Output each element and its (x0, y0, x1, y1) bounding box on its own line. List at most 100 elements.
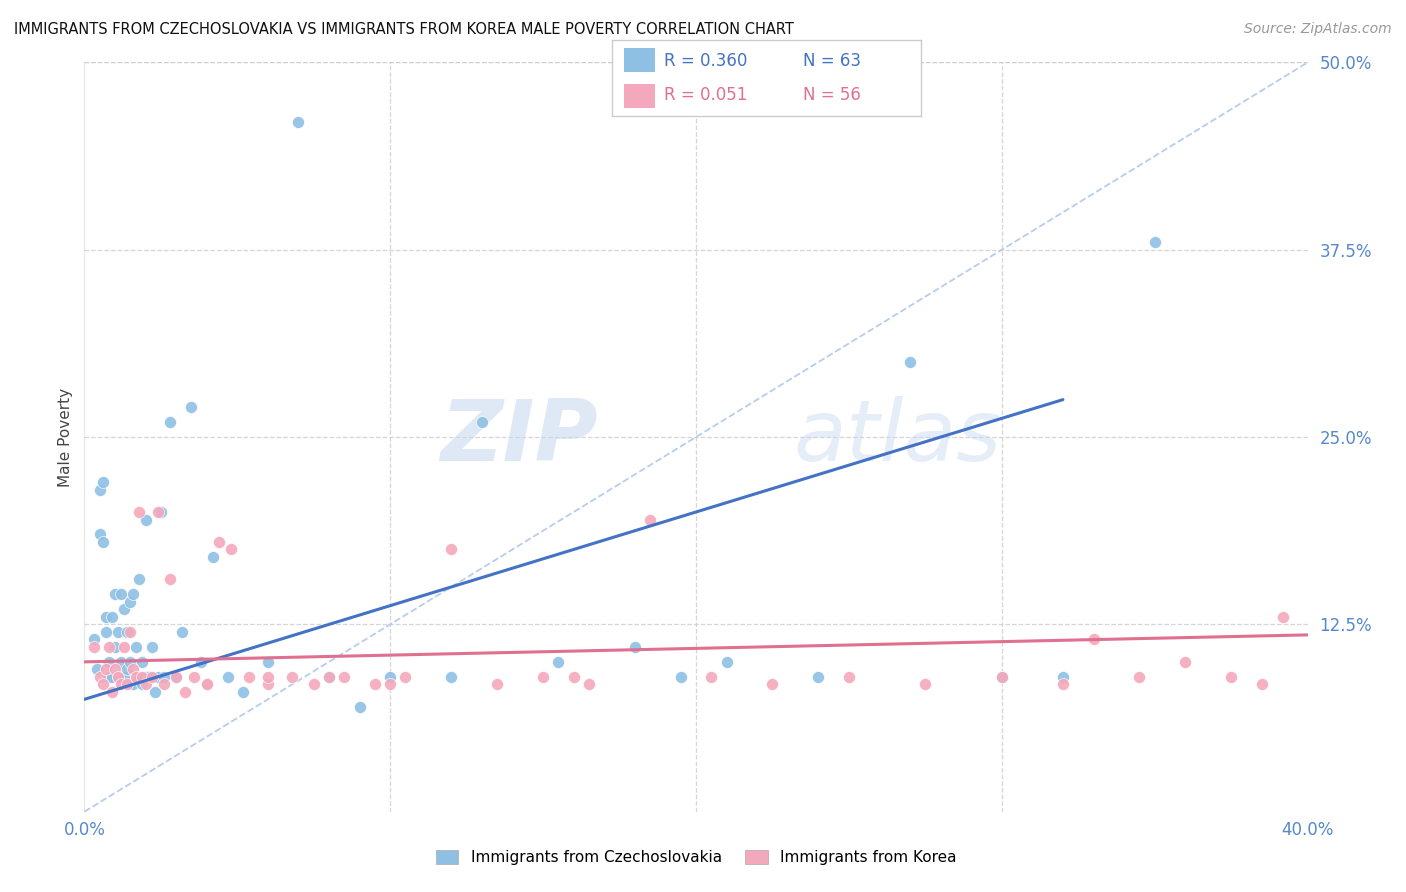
Point (101, 685, 124, 699)
Point (91, 677, 114, 691)
Point (318, 670, 340, 684)
Point (104, 662, 127, 676)
Point (101, 610, 124, 624)
Point (120, 655, 142, 669)
Point (112, 602, 135, 616)
Point (83, 640, 105, 654)
Point (1143, 235, 1166, 250)
Text: R = 0.360: R = 0.360 (664, 52, 748, 70)
Point (125, 670, 148, 684)
Point (380, 677, 402, 691)
Point (380, 670, 402, 684)
Point (257, 670, 280, 684)
Point (761, 677, 783, 691)
Point (97, 640, 120, 654)
Point (141, 640, 163, 654)
Point (159, 415, 181, 429)
Point (716, 655, 738, 669)
Point (128, 573, 150, 587)
Point (120, 595, 142, 609)
Point (112, 670, 135, 684)
Point (131, 677, 153, 691)
Point (257, 677, 280, 691)
Point (281, 670, 304, 684)
Text: ZIP: ZIP (440, 395, 598, 479)
Point (1250, 677, 1272, 691)
Point (219, 542, 242, 557)
Point (217, 670, 239, 684)
Point (89, 483, 111, 497)
Point (991, 670, 1014, 684)
Point (115, 662, 138, 676)
Point (165, 670, 187, 684)
Point (153, 677, 176, 691)
Point (165, 670, 187, 684)
Point (89, 670, 111, 684)
Point (180, 400, 202, 414)
Point (143, 685, 166, 699)
Point (364, 677, 387, 691)
Point (486, 677, 509, 691)
Point (131, 670, 153, 684)
Point (120, 624, 142, 639)
Point (107, 670, 129, 684)
Point (1128, 670, 1150, 684)
Point (440, 542, 463, 557)
Point (86, 662, 108, 676)
Point (1272, 610, 1295, 624)
FancyBboxPatch shape (624, 47, 655, 72)
Point (135, 512, 157, 526)
Point (838, 670, 860, 684)
Point (146, 670, 169, 684)
Point (190, 655, 212, 669)
Point (115, 677, 138, 691)
Point (1052, 677, 1074, 691)
Point (547, 655, 569, 669)
Point (91, 535, 114, 549)
Point (1052, 670, 1074, 684)
Point (135, 677, 157, 691)
Point (562, 670, 585, 684)
Point (97, 670, 120, 684)
Point (131, 655, 153, 669)
Point (302, 677, 325, 691)
Point (232, 685, 254, 699)
Point (83, 632, 105, 647)
Point (128, 505, 150, 519)
Text: N = 63: N = 63 (803, 52, 862, 70)
Point (638, 512, 661, 526)
Y-axis label: Male Poverty: Male Poverty (58, 387, 73, 487)
Point (898, 355, 921, 369)
Point (394, 670, 416, 684)
Point (101, 670, 124, 684)
Point (287, 115, 309, 129)
Point (700, 670, 723, 684)
Point (122, 662, 145, 676)
Point (104, 640, 127, 654)
Point (531, 670, 554, 684)
Point (153, 670, 176, 684)
Point (135, 670, 157, 684)
Point (91, 475, 114, 489)
FancyBboxPatch shape (624, 84, 655, 109)
Point (97, 655, 120, 669)
Point (624, 640, 647, 654)
Point (110, 677, 132, 691)
Point (1083, 632, 1105, 647)
Point (94, 610, 117, 624)
Point (149, 505, 172, 519)
Point (94, 624, 117, 639)
Text: N = 56: N = 56 (803, 87, 862, 104)
Point (333, 670, 356, 684)
Point (471, 415, 494, 429)
Text: R = 0.051: R = 0.051 (664, 87, 748, 104)
Point (174, 685, 197, 699)
Point (112, 640, 135, 654)
Point (122, 677, 145, 691)
Point (201, 549, 224, 564)
Text: Source: ZipAtlas.com: Source: ZipAtlas.com (1244, 22, 1392, 37)
Point (238, 670, 260, 684)
Point (1220, 670, 1243, 684)
Point (89, 527, 111, 541)
Point (440, 670, 463, 684)
